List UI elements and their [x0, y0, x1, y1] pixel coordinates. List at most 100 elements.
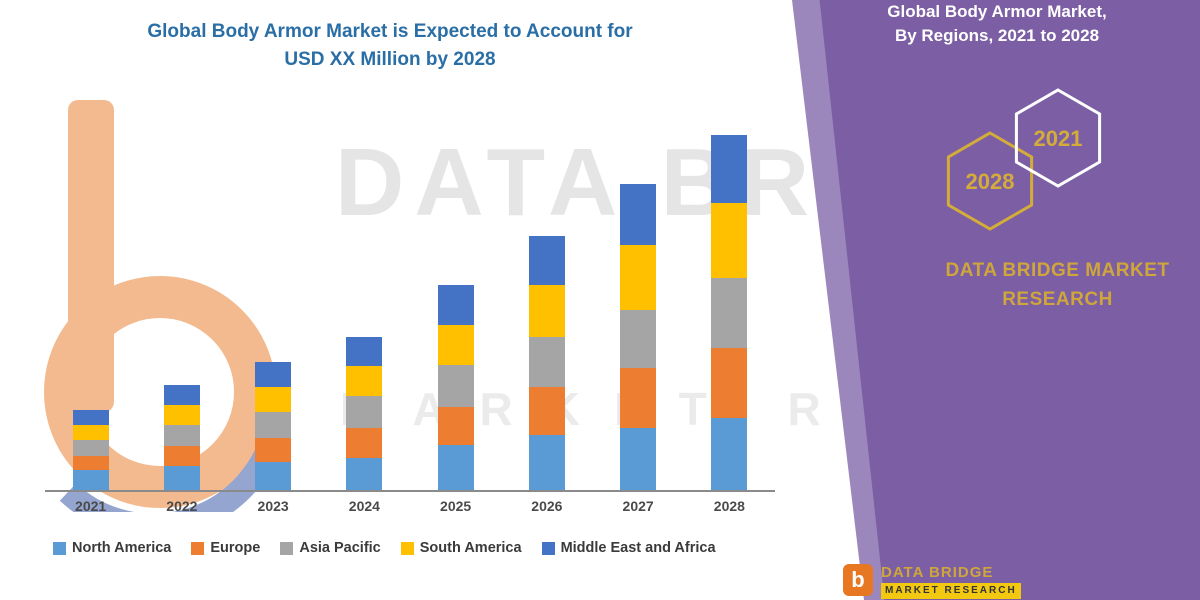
year-hexagons: 2028 2021	[946, 88, 1102, 231]
segment-2026-south-america	[528, 285, 565, 337]
segment-2026-europe	[528, 387, 565, 435]
legend-item-north-america: North America	[53, 540, 171, 556]
segment-2024-north-america	[346, 458, 383, 490]
bar-column-2028	[684, 126, 775, 490]
segment-2022-middle-east-and-africa	[163, 385, 200, 405]
bar-stack-2023	[255, 362, 292, 490]
x-label-2026: 2026	[531, 498, 563, 514]
segment-2025-asia-pacific	[437, 365, 474, 407]
hexagon-2028	[946, 131, 1034, 231]
legend-item-south-america: South America	[400, 540, 522, 556]
legend-swatch	[400, 541, 414, 555]
x-label-2025: 2025	[440, 498, 472, 514]
bar-column-2024	[319, 126, 410, 490]
legend-swatch	[53, 541, 66, 555]
segment-2027-south-america	[620, 245, 657, 310]
segment-2028-north-america	[711, 418, 748, 490]
segment-2023-europe	[255, 438, 292, 462]
segment-2028-middle-east-and-africa	[711, 135, 748, 203]
bar-stack-2028	[711, 135, 748, 490]
segment-2023-north-america	[255, 462, 292, 490]
segment-2027-north-america	[620, 428, 657, 490]
dbmr-footer-icon: b	[843, 564, 873, 596]
segment-2024-middle-east-and-africa	[346, 337, 383, 366]
legend-swatch	[191, 541, 205, 555]
segment-2026-asia-pacific	[528, 337, 565, 387]
chart-title-line1: Global Body Armor Market is Expected to …	[147, 21, 633, 42]
segment-2026-north-america	[528, 435, 565, 490]
segment-2027-middle-east-and-africa	[620, 184, 657, 245]
x-label-2024: 2024	[348, 498, 380, 514]
segment-2024-asia-pacific	[346, 396, 383, 428]
segment-2021-europe	[72, 456, 109, 470]
segment-2025-north-america	[437, 445, 474, 490]
chart-title-line2: USD XX Million by 2028	[284, 48, 496, 70]
legend: North America Europe Asia Pacific South Ame…	[45, 540, 775, 556]
bar-stack-2024	[346, 337, 383, 490]
segment-2027-europe	[620, 368, 657, 428]
legend-label: North America	[72, 540, 172, 556]
segment-2021-middle-east-and-africa	[72, 410, 109, 425]
segment-2024-europe	[346, 428, 383, 458]
legend-swatch	[280, 541, 294, 555]
legend-label: Middle East and Africa	[560, 540, 716, 556]
panel-heading-line1: Global Body Armor Market,	[887, 2, 1107, 21]
legend-swatch	[541, 541, 555, 555]
segment-2026-middle-east-and-africa	[528, 236, 565, 285]
segment-2022-asia-pacific	[163, 425, 200, 446]
segment-2021-north-america	[72, 470, 109, 490]
bar-column-2025	[410, 126, 501, 490]
segment-2028-south-america	[711, 203, 748, 278]
bar-stack-2025	[437, 285, 474, 490]
hexagon-2028-label: 2028	[966, 169, 1015, 194]
stacked-bar-chart: 2021 2022 2023 2024 2025 2026 2027 2028 North A…	[45, 126, 775, 556]
legend-item-middle-east-and-africa: Middle East and Africa	[541, 540, 716, 556]
legend-item-asia-pacific: Asia Pacific	[280, 540, 381, 556]
segment-2025-europe	[437, 407, 474, 445]
bar-stack-2021	[72, 410, 109, 490]
x-label-2021: 2021	[75, 498, 107, 514]
bar-column-2022	[136, 126, 227, 490]
plot-area	[45, 126, 775, 492]
watermark-text-primary: DATA BRI	[335, 129, 856, 236]
bar-stack-2026	[528, 236, 565, 490]
x-label-2022: 2022	[166, 498, 198, 514]
panel-heading: Global Body Armor Market, By Regions, 20…	[852, 0, 1142, 48]
segment-2023-asia-pacific	[255, 412, 292, 438]
segment-2028-europe	[711, 348, 748, 418]
segment-2025-south-america	[437, 325, 474, 365]
chart-title: Global Body Armor Market is Expected to …	[70, 18, 710, 73]
segment-2022-south-america	[163, 405, 200, 425]
brand-text: DATA BRIDGE MARKET RESEARCH	[945, 260, 1170, 311]
bar-stack-2022	[163, 385, 200, 490]
segment-2021-south-america	[72, 425, 109, 440]
segment-2023-south-america	[255, 387, 292, 412]
legend-label: South America	[419, 540, 522, 556]
segment-2022-europe	[163, 446, 200, 466]
footer-brand: DATA BRIDGE	[881, 564, 994, 581]
legend-label: Asia Pacific	[299, 540, 381, 556]
bar-column-2021	[45, 126, 136, 490]
panel-heading-line2: By Regions, 2021 to 2028	[894, 25, 1100, 45]
segment-2023-middle-east-and-africa	[255, 362, 292, 387]
segment-2024-south-america	[346, 366, 383, 396]
bar-stack-2027	[620, 184, 657, 490]
footer-sub-brand: MARKET RESEARCH	[881, 583, 1021, 599]
x-label-2027: 2027	[622, 498, 654, 514]
bar-column-2026	[501, 126, 592, 490]
bar-column-2023	[228, 126, 319, 490]
segment-2027-asia-pacific	[620, 310, 657, 368]
x-label-2023: 2023	[257, 498, 289, 514]
segment-2021-asia-pacific	[72, 440, 109, 456]
x-axis-labels: 2021 2022 2023 2024 2025 2026 2027 2028	[45, 498, 775, 514]
segment-2025-middle-east-and-africa	[437, 285, 474, 325]
legend-label: Europe	[210, 540, 261, 556]
x-label-2028: 2028	[713, 498, 745, 514]
segment-2028-asia-pacific	[711, 278, 748, 348]
bar-column-2027	[593, 126, 684, 490]
legend-item-europe: Europe	[191, 540, 260, 556]
hexagon-2021-label: 2021	[1034, 126, 1083, 151]
hexagon-2021	[1014, 88, 1102, 188]
segment-2022-north-america	[163, 466, 200, 490]
